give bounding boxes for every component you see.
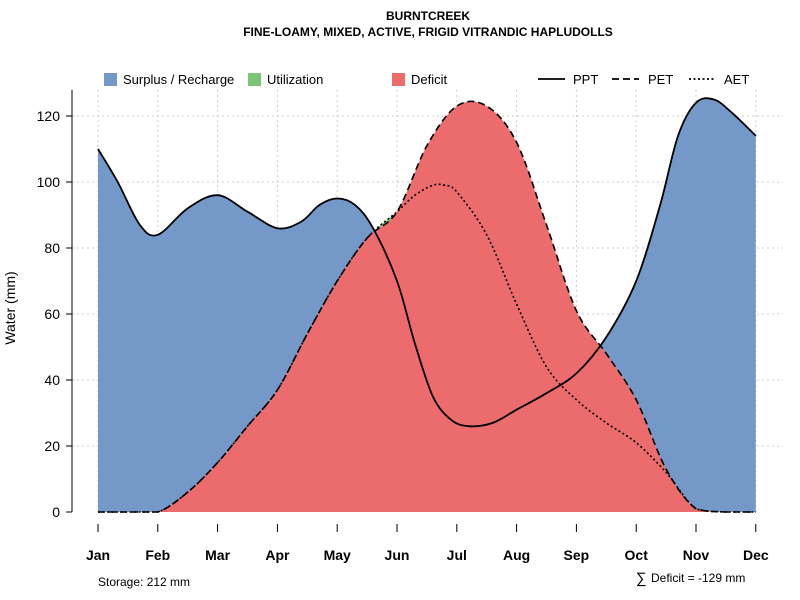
x-tick-label: Jul (447, 547, 467, 563)
chart-subtitle: FINE-LOAMY, MIXED, ACTIVE, FRIGID VITRAN… (243, 25, 613, 39)
x-tick-label: Sep (564, 547, 590, 563)
y-tick-label: 0 (52, 504, 60, 520)
x-tick-label: Nov (683, 547, 710, 563)
legend-label: PPT (573, 72, 598, 87)
y-tick-label: 20 (44, 438, 60, 454)
storage-annotation: Storage: 212 mm (98, 575, 190, 589)
ppt-line (97, 97, 757, 428)
x-tick-label: Apr (265, 547, 290, 563)
y-tick-label: 40 (44, 372, 60, 388)
y-tick-label: 120 (37, 108, 61, 124)
x-tick-label: Dec (743, 547, 769, 563)
legend-label: Deficit (411, 72, 448, 87)
y-tick-label: 80 (44, 240, 60, 256)
x-tick-label: Jan (86, 547, 110, 563)
x-tick-label: Jun (385, 547, 410, 563)
axes: 0 20 40 60 80 100 120 Jan Feb Mar Apr May Jun Jul Aug S… (37, 90, 769, 563)
x-tick-label: Oct (625, 547, 649, 563)
chart-title: BURNTCREEK (386, 9, 470, 23)
legend: Surplus / Recharge Utilization Deficit PPT P… (104, 72, 749, 87)
x-tick-label: Feb (145, 547, 170, 563)
x-tick-label: Mar (205, 547, 230, 563)
legend-swatch (392, 73, 405, 86)
x-tick-label: Aug (503, 547, 530, 563)
legend-label: AET (724, 72, 749, 87)
y-tick-label: 60 (44, 306, 60, 322)
x-tick-label: May (324, 547, 351, 563)
legend-swatch (248, 73, 261, 86)
series-lines (97, 97, 757, 513)
legend-label: Utilization (267, 72, 323, 87)
legend-label: PET (648, 72, 673, 87)
legend-swatch (104, 73, 117, 86)
y-tick-label: 100 (37, 174, 61, 190)
legend-label: Surplus / Recharge (123, 72, 234, 87)
deficit-annotation: Deficit = -129 mm (651, 571, 745, 585)
y-axis-label: Water (mm) (2, 271, 18, 344)
sum-symbol-icon: ∑ (636, 570, 647, 587)
pet-line (97, 100, 756, 513)
